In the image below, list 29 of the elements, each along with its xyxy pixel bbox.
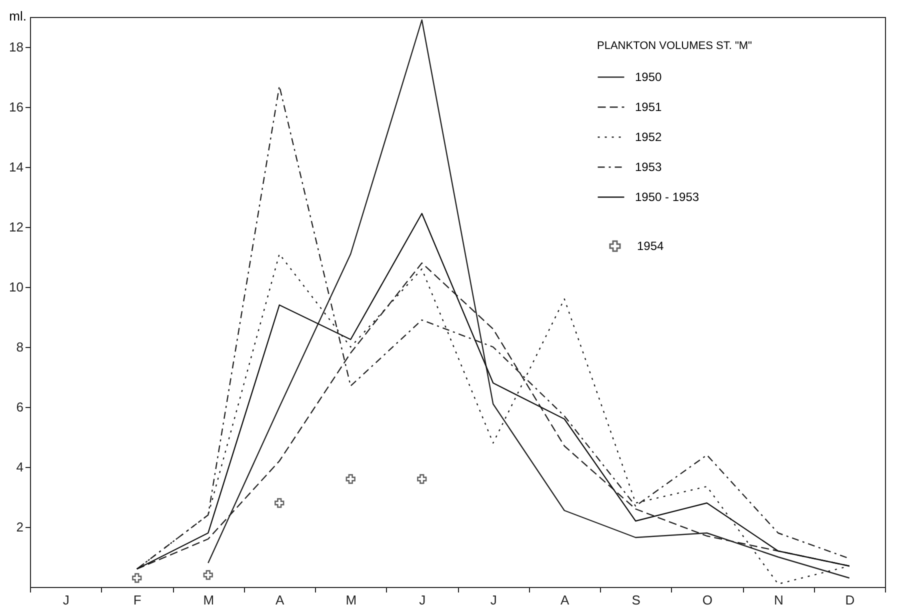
y-axis-title: ml. — [9, 8, 26, 24]
x-tick-label: M — [346, 592, 357, 608]
legend-label: 1952 — [635, 130, 662, 144]
x-tick-label: J — [490, 592, 497, 608]
x-tick-label: J — [62, 592, 70, 608]
y-tick-label: 16 — [9, 100, 24, 114]
legend-title: PLANKTON VOLUMES ST. "M" — [597, 40, 752, 52]
x-tick-label: M — [203, 592, 214, 608]
legend-label: 1950 — [635, 70, 662, 84]
x-tick-label: J — [419, 592, 426, 608]
y-tick-label: 6 — [16, 400, 24, 414]
legend-label: 1950 - 1953 — [635, 190, 700, 204]
legend-label: 1953 — [635, 160, 662, 174]
y-tick-label: 4 — [16, 460, 24, 474]
y-tick-label: 2 — [16, 520, 24, 534]
y-tick-label: 18 — [9, 40, 24, 54]
legend-label: 1954 — [637, 239, 664, 254]
y-tick-label: 14 — [9, 160, 24, 174]
x-tick-label: A — [276, 592, 285, 608]
y-tick-label: 8 — [16, 340, 24, 354]
x-tick-label: N — [774, 592, 784, 608]
x-tick-label: A — [560, 592, 570, 608]
legend-label: 1951 — [635, 100, 662, 114]
y-tick-label: 12 — [9, 220, 24, 234]
x-tick-label: S — [632, 592, 641, 608]
x-tick-label: D — [845, 592, 855, 608]
y-tick-label: 10 — [9, 280, 24, 294]
x-tick-label: O — [702, 592, 712, 608]
x-tick-label: F — [133, 592, 142, 608]
